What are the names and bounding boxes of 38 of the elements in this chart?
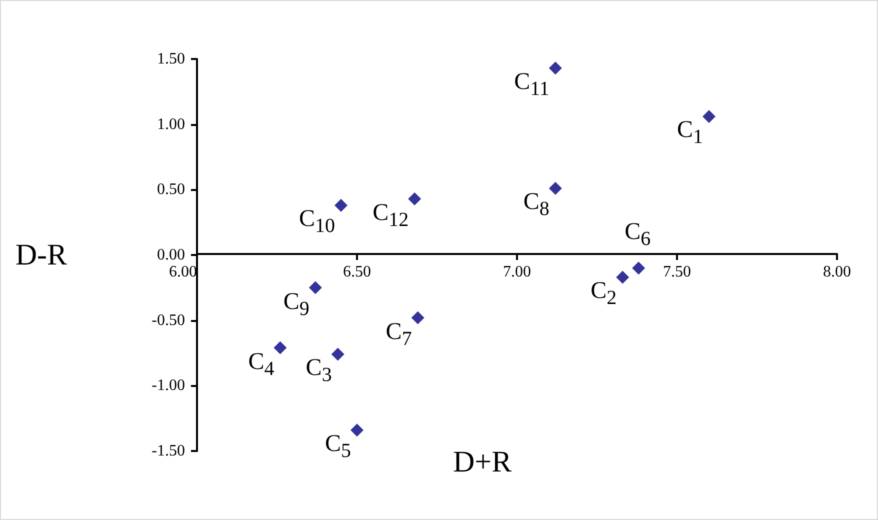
x-tick-label: 7.50 bbox=[663, 264, 691, 280]
y-tick-label: 1.00 bbox=[157, 116, 185, 133]
annotation: C$_{5}$ bbox=[324, 431, 351, 463]
y-axis-title: D-R bbox=[15, 238, 67, 272]
point bbox=[331, 348, 344, 361]
annotation: C$_{1}$ bbox=[676, 117, 703, 150]
point bbox=[274, 341, 287, 354]
point bbox=[411, 311, 424, 324]
x-tick-label: 7.00 bbox=[503, 264, 531, 280]
y-tick-label: 0.00 bbox=[157, 246, 185, 264]
annotation: C$_{7}$ bbox=[386, 318, 412, 351]
y-tick-label: 0.50 bbox=[157, 181, 185, 198]
y-tick-label: -1.50 bbox=[152, 442, 185, 460]
annotation: C$_{2}$ bbox=[590, 278, 617, 310]
point bbox=[616, 270, 630, 284]
annotation: C$_{10}$ bbox=[298, 206, 335, 238]
annotation: C$_{9}$ bbox=[283, 288, 310, 320]
point bbox=[334, 198, 348, 212]
point bbox=[308, 281, 322, 294]
annotation: C$_{3}$ bbox=[306, 355, 332, 388]
point bbox=[632, 262, 646, 275]
annotation: C$_{6}$ bbox=[624, 219, 651, 251]
annotation: C$_{12}$ bbox=[372, 200, 409, 232]
y-tick-label: -0.50 bbox=[152, 312, 185, 329]
y-tick-label: -1.00 bbox=[152, 377, 185, 394]
point bbox=[408, 192, 422, 206]
annotation: C$_{4}$ bbox=[248, 348, 274, 381]
x-tick-label: 6.50 bbox=[343, 264, 371, 280]
x-tick-label: 8.00 bbox=[823, 264, 851, 280]
annotation: C$_{8}$ bbox=[523, 189, 550, 222]
point bbox=[548, 62, 562, 75]
annotation: C$_{11}$ bbox=[514, 69, 550, 101]
y-tick-label: 1.50 bbox=[157, 50, 185, 68]
point bbox=[702, 110, 716, 123]
x-tick-label: 6.00 bbox=[169, 264, 197, 280]
point bbox=[350, 424, 364, 437]
point bbox=[548, 182, 562, 195]
x-axis-title: D+R bbox=[453, 446, 512, 478]
